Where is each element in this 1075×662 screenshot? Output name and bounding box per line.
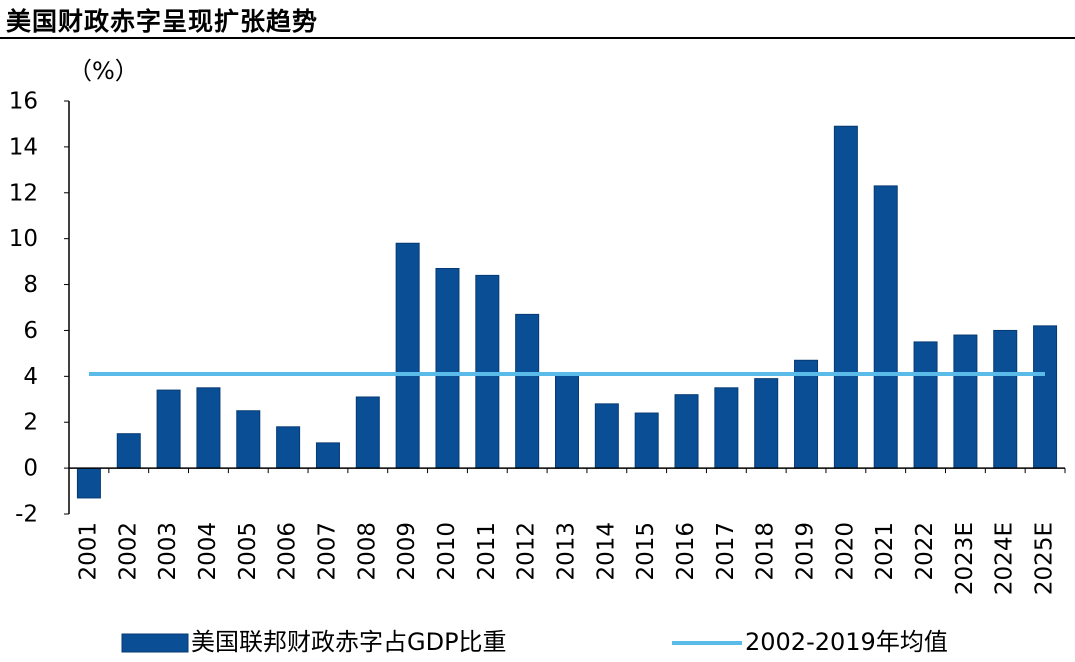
x-tick-label: 2007 — [314, 522, 340, 581]
x-tick-label: 2011 — [474, 522, 500, 581]
x-tick-label: 2015 — [633, 522, 659, 581]
y-tick-label: 2 — [23, 410, 38, 436]
bar-2013 — [555, 373, 579, 469]
x-tick-label: 2023E — [952, 522, 978, 595]
y-tick-label: 4 — [23, 364, 38, 390]
bar-2024E — [993, 329, 1018, 469]
bar-2003 — [156, 389, 181, 469]
y-ticks-group: 16 14 12 10 8 6 4 2 0 -2 — [9, 89, 38, 528]
x-tick-label: 2021 — [872, 522, 898, 581]
bar-2017 — [714, 387, 739, 469]
x-tick-label: 2002 — [115, 522, 141, 581]
x-tick-label: 2025E — [1032, 522, 1058, 595]
bar-2011 — [475, 274, 500, 469]
x-tick-label: 2020 — [832, 522, 858, 581]
bar-2015 — [634, 412, 659, 469]
bar-2018 — [754, 378, 779, 469]
bar-2020 — [833, 125, 858, 469]
bar-2008 — [355, 396, 380, 469]
x-tick-label: 2008 — [354, 522, 380, 581]
y-tick-label: -2 — [15, 502, 38, 528]
bar-2004 — [196, 387, 221, 469]
bars-group — [76, 125, 1058, 499]
x-tick-label: 2018 — [753, 522, 779, 581]
x-tick-label: 2004 — [195, 522, 221, 581]
x-tick-label: 2017 — [713, 522, 739, 581]
bar-2012 — [515, 313, 540, 469]
x-tick-label: 2003 — [155, 522, 181, 581]
legend-line-label: 2002-2019年均值 — [745, 628, 948, 656]
y-tick-label: 14 — [9, 134, 38, 160]
axes-group — [64, 100, 1066, 515]
x-tick-label: 2001 — [75, 522, 101, 581]
y-tick-label: 0 — [23, 456, 38, 482]
x-tick-label: 2005 — [235, 522, 261, 581]
y-unit-label: （%） — [68, 57, 139, 85]
x-tick-label: 2006 — [275, 522, 301, 581]
x-tick-label: 2010 — [434, 522, 460, 581]
y-tick-label: 8 — [23, 272, 38, 298]
x-tick-label: 2014 — [593, 522, 619, 581]
y-tick-label: 6 — [23, 318, 38, 344]
bar-2023E — [953, 334, 978, 469]
bar-2006 — [276, 426, 301, 469]
x-tick-label: 2016 — [673, 522, 699, 581]
legend-bar-swatch — [121, 633, 189, 653]
legend: 美国联邦财政赤字占GDP比重 2002-2019年均值 — [121, 628, 948, 656]
title-rule — [0, 37, 1075, 39]
x-tick-label: 2019 — [793, 522, 819, 581]
y-tick-label: 10 — [9, 226, 38, 252]
y-tick-label: 16 — [9, 89, 38, 115]
x-ticks-group: 2001 2002 2003 2004 2005 2006 2007 2008 2009 2010… — [75, 522, 1057, 595]
bar-2007 — [315, 442, 340, 469]
bar-2025E — [1033, 325, 1058, 469]
bar-2005 — [236, 410, 261, 469]
chart-title: 美国财政赤字呈现扩张趋势 — [6, 7, 319, 36]
x-tick-label: 2009 — [394, 522, 420, 581]
x-tick-label: 2022 — [912, 522, 938, 581]
bar-2022 — [913, 341, 938, 469]
x-tick-label: 2013 — [554, 522, 580, 581]
bar-2014 — [594, 403, 619, 469]
x-tick-label: 2024E — [992, 522, 1018, 595]
legend-bar-label: 美国联邦财政赤字占GDP比重 — [191, 628, 507, 656]
bar-2001 — [76, 467, 101, 499]
bar-2009 — [395, 242, 420, 469]
x-tick-label: 2012 — [514, 522, 540, 581]
bar-2010 — [435, 267, 460, 469]
y-tick-label: 12 — [9, 180, 38, 206]
bar-2002 — [116, 433, 141, 469]
bar-2019 — [794, 359, 819, 469]
bar-2016 — [674, 394, 699, 469]
bar-2021 — [873, 185, 898, 469]
